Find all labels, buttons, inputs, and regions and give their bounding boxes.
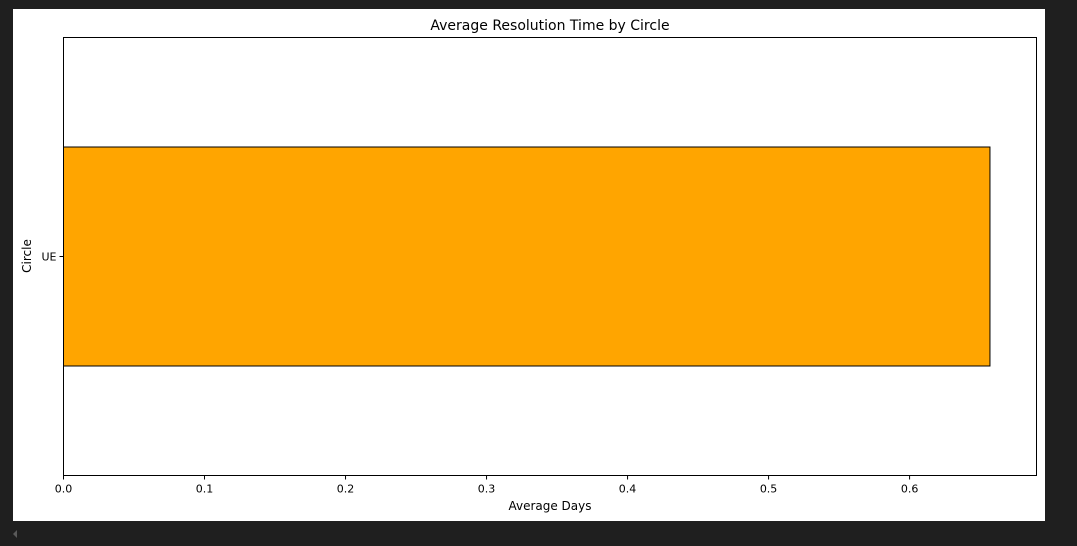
x-tick-label: 0.1: [196, 483, 214, 496]
x-axis-ticks: 0.0 0.1 0.2 0.3 0.4 0.5 0.6: [55, 475, 919, 496]
plot-area: 0.0 0.1 0.2 0.3 0.4 0.5 0.6 UE: [41, 37, 1037, 496]
chart-figure: Average Resolution Time by Circle 0.0 0.1…: [13, 9, 1045, 521]
x-tick-label: 0.4: [619, 483, 637, 496]
x-tick-label: 0.0: [55, 483, 73, 496]
x-tick-label: 0.5: [760, 483, 778, 496]
bars-layer: [63, 146, 991, 367]
bar-ue: [63, 146, 991, 367]
bar-chart: Average Resolution Time by Circle 0.0 0.1…: [20, 18, 1037, 513]
x-tick-label: 0.6: [901, 483, 919, 496]
x-tick-label: 0.3: [478, 483, 496, 496]
scroll-left-arrow-icon[interactable]: [13, 530, 17, 538]
x-tick-label: 0.2: [337, 483, 355, 496]
y-tick-label: UE: [41, 251, 56, 264]
y-axis-ticks: UE: [41, 251, 64, 264]
chart-title: Average Resolution Time by Circle: [430, 18, 669, 34]
x-axis-label: Average Days: [508, 499, 591, 513]
y-axis-label: Circle: [20, 239, 34, 273]
